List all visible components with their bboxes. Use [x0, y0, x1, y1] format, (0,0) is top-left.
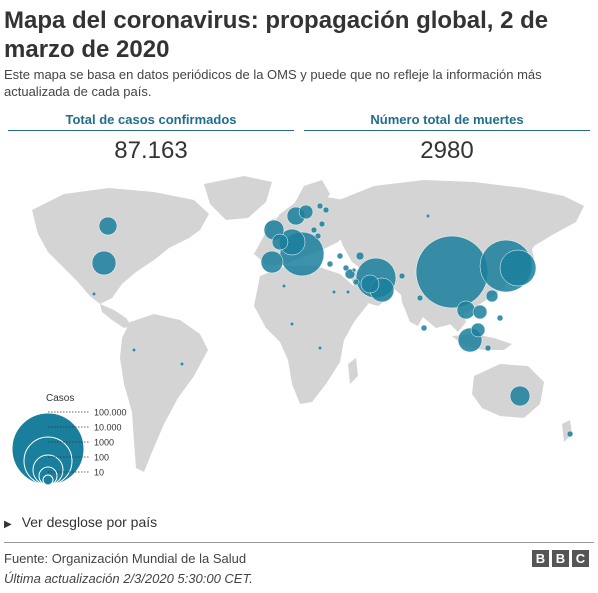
- expand-arrow-icon: ▶: [4, 519, 12, 530]
- outbreak-bubble[interactable]: [355, 251, 365, 261]
- outbreak-bubble[interactable]: [342, 264, 350, 272]
- legend-title: Casos: [46, 393, 74, 404]
- outbreak-bubble[interactable]: [91, 291, 97, 297]
- land-greenland: [204, 176, 272, 220]
- legend-level-label: 100: [94, 453, 109, 463]
- outbreak-bubble[interactable]: [318, 220, 326, 228]
- outbreak-bubble[interactable]: [499, 249, 537, 287]
- outbreak-bubbles: [91, 202, 574, 438]
- outbreak-bubble[interactable]: [351, 267, 357, 273]
- outbreak-bubble[interactable]: [316, 202, 324, 210]
- outbreak-bubble[interactable]: [420, 324, 428, 332]
- outbreak-bubble[interactable]: [260, 250, 284, 274]
- legend: Casos 100.000 10.000 1000 100 10: [11, 393, 127, 486]
- stat-total-cases: Total de casos confirmados 87.163: [4, 112, 298, 165]
- outbreak-bubble[interactable]: [314, 232, 322, 240]
- world-map[interactable]: [4, 172, 594, 507]
- outbreak-bubble[interactable]: [352, 278, 360, 286]
- country-breakdown-toggle[interactable]: ▶ Ver desglose por país: [4, 514, 157, 530]
- outbreak-bubble[interactable]: [331, 289, 337, 295]
- outbreak-bubble[interactable]: [484, 344, 492, 352]
- stat-total-cases-value: 87.163: [114, 137, 188, 164]
- outbreak-bubble[interactable]: [326, 260, 334, 268]
- land-india: [400, 284, 430, 326]
- land-australia: [472, 364, 544, 418]
- outbreak-bubble[interactable]: [425, 213, 431, 219]
- page-subtitle: Este mapa se basa en datos periódicos de…: [4, 67, 542, 99]
- outbreak-bubble[interactable]: [131, 347, 137, 353]
- stat-total-deaths-value: 2980: [420, 137, 474, 164]
- legend-circle: [42, 474, 54, 486]
- outbreak-bubble[interactable]: [336, 252, 344, 260]
- source-text: Fuente: Organización Mundial de la Salud: [4, 551, 247, 566]
- land-africa: [254, 266, 368, 404]
- bbc-logo-letter: B: [532, 550, 549, 567]
- outbreak-bubble[interactable]: [91, 250, 117, 276]
- legend-level-label: 10.000: [94, 423, 122, 433]
- land-central-america: [100, 304, 132, 328]
- stat-total-deaths: Número total de muertes 2980: [300, 112, 594, 165]
- outbreak-bubble[interactable]: [416, 294, 424, 302]
- outbreak-bubble[interactable]: [281, 283, 287, 289]
- outbreak-bubble[interactable]: [179, 361, 185, 367]
- land-madagascar: [348, 358, 358, 384]
- outbreak-bubble[interactable]: [472, 304, 488, 320]
- footer-divider: [4, 542, 594, 543]
- land-south-america: [120, 314, 208, 472]
- outbreak-bubble[interactable]: [345, 289, 351, 295]
- outbreak-bubble[interactable]: [566, 430, 574, 438]
- outbreak-bubble[interactable]: [509, 385, 531, 407]
- bbc-logo-letter: C: [572, 550, 589, 567]
- stat-total-cases-label: Total de casos confirmados: [8, 112, 294, 131]
- outbreak-bubble[interactable]: [298, 204, 314, 220]
- legend-circles: 100.000 10.000 1000 100 10: [11, 408, 127, 486]
- outbreak-bubble[interactable]: [289, 321, 295, 327]
- land-north-america: [32, 188, 209, 304]
- outbreak-bubble[interactable]: [317, 345, 323, 351]
- outbreak-bubble[interactable]: [310, 226, 318, 234]
- country-breakdown-label: Ver desglose por país: [21, 514, 158, 530]
- outbreak-bubble[interactable]: [322, 206, 330, 214]
- outbreak-bubble[interactable]: [456, 300, 476, 320]
- outbreak-bubble[interactable]: [398, 272, 406, 280]
- outbreak-bubble[interactable]: [271, 233, 289, 251]
- outbreak-bubble[interactable]: [485, 289, 499, 303]
- legend-level-label: 1000: [94, 438, 114, 448]
- stat-total-deaths-label: Número total de muertes: [304, 112, 590, 131]
- legend-level-label: 100.000: [94, 408, 127, 418]
- legend-level-label: 10: [94, 468, 104, 478]
- page-title: Mapa del coronavirus: propagación global…: [4, 7, 549, 63]
- outbreak-bubble[interactable]: [98, 216, 118, 236]
- bbc-logo-letter: B: [552, 550, 569, 567]
- outbreak-bubble[interactable]: [415, 235, 489, 309]
- bbc-logo: B B C: [532, 550, 589, 567]
- outbreak-bubble[interactable]: [360, 274, 380, 294]
- last-updated-text: Última actualización 2/3/2020 5:30:00 CE…: [4, 571, 253, 586]
- outbreak-bubble[interactable]: [496, 314, 504, 322]
- outbreak-bubble[interactable]: [470, 322, 486, 338]
